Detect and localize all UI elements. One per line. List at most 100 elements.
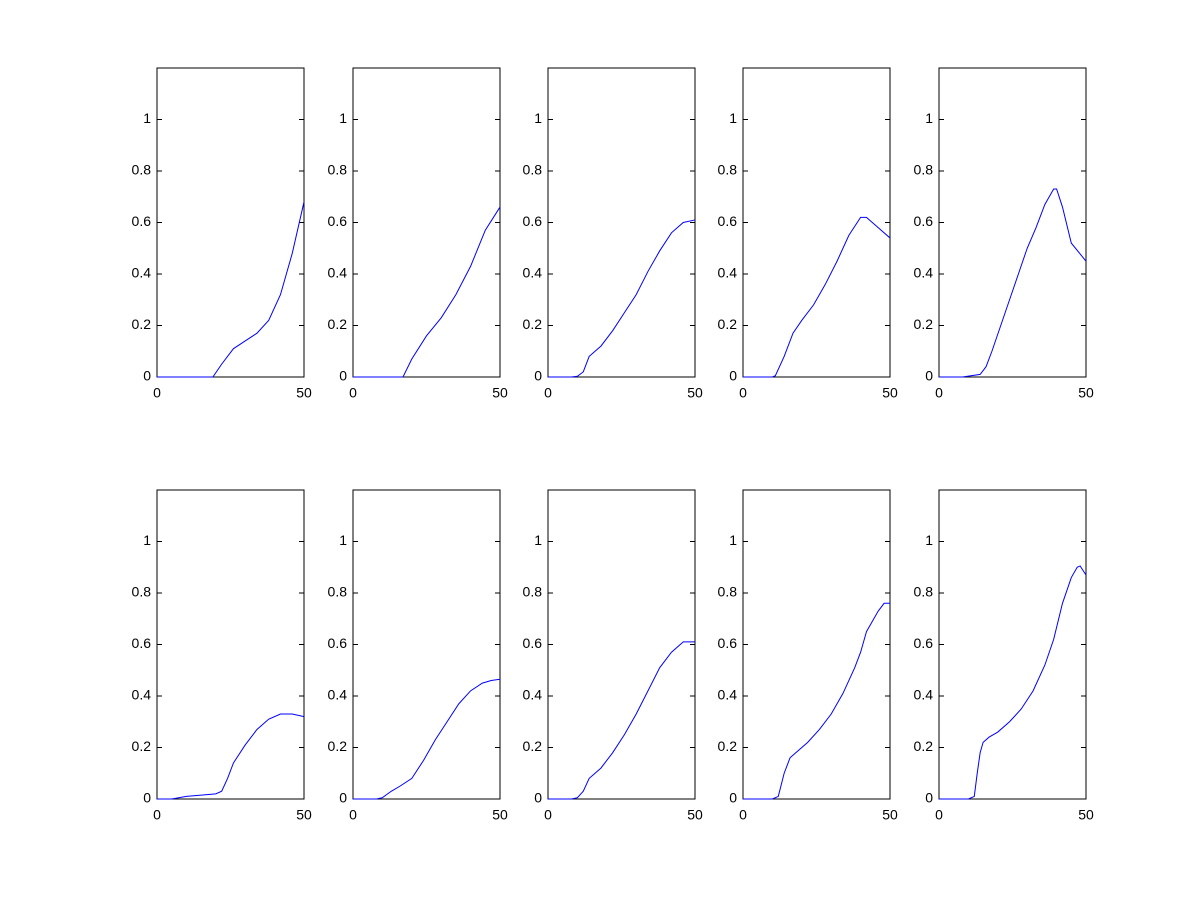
x-tick-label: 50 [492,807,508,823]
axes-frame [352,67,501,378]
y-tick-label: 0.8 [914,584,934,600]
x-tick-label: 0 [935,385,943,401]
x-tick-label: 0 [935,807,943,823]
y-tick-label: 1 [534,110,542,126]
y-tick-label: 0 [925,790,933,806]
y-tick-label: 0.8 [523,584,543,600]
y-tick-label: 0 [925,368,933,384]
y-tick-label: 0.6 [718,635,738,651]
data-line [939,188,1087,378]
axes-frame [352,489,501,800]
axes-frame [547,67,696,378]
y-tick-label: 0.4 [914,687,934,703]
y-tick-label: 0.8 [523,162,543,178]
x-tick-label: 0 [349,385,357,401]
y-tick-label: 0.6 [328,635,348,651]
y-tick-label: 0.6 [132,213,152,229]
y-tick-label: 0.4 [132,265,152,281]
data-line [157,713,305,800]
x-tick-label: 0 [349,807,357,823]
y-tick-label: 0.4 [328,265,348,281]
y-tick-label: 0.8 [132,162,152,178]
data-line [353,678,501,800]
y-tick-label: 1 [143,110,151,126]
data-line [743,216,891,378]
x-tick-label: 50 [882,385,898,401]
x-tick-label: 50 [1078,807,1094,823]
x-tick-label: 0 [739,385,747,401]
y-tick-label: 0.4 [132,687,152,703]
y-tick-label: 1 [729,110,737,126]
axes-frame [742,489,891,800]
y-tick-label: 0.4 [523,265,543,281]
x-tick-label: 50 [296,385,312,401]
x-tick-label: 0 [739,807,747,823]
y-tick-label: 0.6 [523,635,543,651]
y-tick-label: 1 [143,532,151,548]
x-tick-label: 50 [1078,385,1094,401]
axes-frame [156,67,305,378]
axes-frame [938,489,1087,800]
x-tick-label: 0 [544,385,552,401]
y-tick-label: 0 [729,368,737,384]
y-tick-label: 0.8 [328,162,348,178]
y-tick-label: 1 [534,532,542,548]
y-tick-label: 0.8 [914,162,934,178]
y-tick-label: 0.2 [914,316,934,332]
y-tick-label: 1 [925,110,933,126]
y-tick-label: 0.2 [914,738,934,754]
y-tick-label: 0.4 [523,687,543,703]
y-tick-label: 0.2 [718,316,738,332]
y-tick-label: 0.6 [914,635,934,651]
data-line [548,219,696,378]
x-tick-label: 0 [153,807,161,823]
data-line [157,201,305,378]
y-tick-label: 1 [925,532,933,548]
data-line [743,602,890,800]
x-tick-label: 50 [296,807,312,823]
x-tick-label: 50 [687,385,703,401]
x-tick-label: 0 [544,807,552,823]
y-tick-label: 0.6 [914,213,934,229]
y-tick-label: 0.6 [718,213,738,229]
y-tick-label: 0.2 [132,738,152,754]
y-tick-label: 0.2 [718,738,738,754]
y-tick-label: 0.4 [718,265,738,281]
y-tick-label: 0.2 [523,316,543,332]
x-tick-label: 50 [687,807,703,823]
y-tick-label: 0.6 [523,213,543,229]
axes-frame [742,67,891,378]
y-tick-label: 1 [339,532,347,548]
y-tick-label: 0.2 [328,738,348,754]
y-tick-label: 0 [534,368,542,384]
axes-frame [938,67,1087,378]
y-tick-label: 0.8 [718,584,738,600]
y-tick-label: 1 [339,110,347,126]
y-tick-label: 0.6 [132,635,152,651]
y-tick-label: 0.2 [328,316,348,332]
y-tick-label: 0.4 [328,687,348,703]
axes-frame [547,489,696,800]
y-tick-label: 0.6 [328,213,348,229]
y-tick-label: 0.4 [718,687,738,703]
y-tick-label: 0 [534,790,542,806]
y-tick-label: 0.8 [718,162,738,178]
y-tick-label: 0.2 [523,738,543,754]
y-tick-label: 0.8 [328,584,348,600]
data-line [353,206,501,378]
data-line [548,641,695,800]
y-tick-label: 0 [729,790,737,806]
y-tick-label: 0 [339,368,347,384]
y-tick-label: 0.8 [132,584,152,600]
x-tick-label: 50 [492,385,508,401]
x-tick-label: 0 [153,385,161,401]
x-tick-label: 50 [882,807,898,823]
data-line [939,565,1087,800]
axes-frame [156,489,305,800]
y-tick-label: 0 [143,790,151,806]
y-tick-label: 0.4 [914,265,934,281]
y-tick-label: 0 [339,790,347,806]
y-tick-label: 0 [143,368,151,384]
y-tick-label: 0.2 [132,316,152,332]
